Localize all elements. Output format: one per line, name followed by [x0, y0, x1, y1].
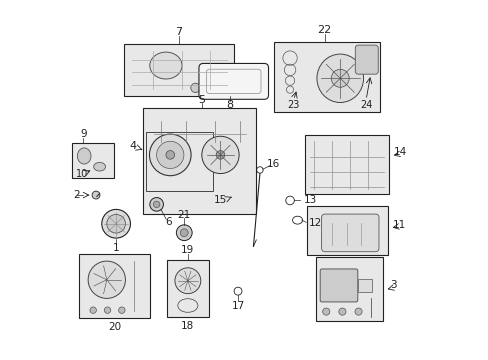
Text: 3: 3 — [389, 280, 396, 291]
Ellipse shape — [77, 148, 91, 164]
Ellipse shape — [94, 162, 105, 171]
Bar — [315, 257, 382, 320]
Bar — [304, 135, 388, 194]
Text: 20: 20 — [107, 322, 121, 332]
Circle shape — [216, 150, 224, 159]
Text: 2: 2 — [73, 190, 80, 200]
Text: 19: 19 — [181, 244, 194, 255]
Text: 4: 4 — [129, 141, 137, 151]
Text: 8: 8 — [226, 100, 233, 110]
Bar — [124, 44, 233, 96]
Circle shape — [354, 308, 362, 315]
Circle shape — [88, 261, 125, 298]
Circle shape — [180, 229, 188, 237]
Bar — [306, 206, 387, 255]
FancyBboxPatch shape — [199, 63, 268, 99]
Text: 7: 7 — [175, 27, 182, 37]
Circle shape — [102, 210, 130, 238]
Circle shape — [165, 150, 174, 159]
Text: 5: 5 — [198, 95, 205, 105]
Circle shape — [90, 307, 96, 314]
Text: 18: 18 — [181, 321, 194, 331]
Circle shape — [338, 308, 346, 315]
Bar — [146, 132, 212, 191]
Circle shape — [104, 307, 110, 314]
Text: 11: 11 — [392, 220, 406, 230]
Ellipse shape — [149, 52, 182, 79]
Ellipse shape — [316, 54, 363, 103]
Circle shape — [322, 308, 329, 315]
Circle shape — [119, 307, 125, 314]
Circle shape — [176, 225, 192, 240]
Text: 12: 12 — [308, 219, 322, 228]
Text: 10: 10 — [76, 169, 88, 179]
Bar — [166, 260, 208, 317]
Text: 16: 16 — [266, 159, 280, 169]
Text: 17: 17 — [231, 301, 244, 311]
Circle shape — [190, 83, 200, 93]
Text: 24: 24 — [359, 100, 371, 111]
Circle shape — [149, 134, 191, 176]
Text: 21: 21 — [177, 210, 190, 220]
Circle shape — [202, 136, 239, 174]
Circle shape — [153, 201, 160, 208]
FancyBboxPatch shape — [355, 45, 378, 74]
Circle shape — [175, 268, 201, 294]
FancyBboxPatch shape — [321, 214, 378, 252]
Text: 13: 13 — [303, 195, 316, 206]
Bar — [357, 279, 371, 292]
Circle shape — [330, 69, 348, 87]
Bar — [72, 143, 114, 178]
Text: 6: 6 — [164, 217, 171, 227]
Circle shape — [149, 198, 163, 211]
Text: 22: 22 — [317, 25, 331, 35]
Text: 14: 14 — [393, 147, 407, 157]
Circle shape — [106, 215, 125, 233]
Text: 1: 1 — [113, 243, 119, 253]
Text: 23: 23 — [287, 100, 299, 111]
FancyBboxPatch shape — [320, 269, 357, 302]
Bar — [273, 42, 379, 112]
Bar — [143, 108, 256, 214]
Bar — [79, 254, 149, 318]
Circle shape — [92, 191, 100, 199]
Text: 15: 15 — [213, 195, 226, 205]
Text: 9: 9 — [80, 129, 87, 139]
Circle shape — [156, 141, 183, 168]
